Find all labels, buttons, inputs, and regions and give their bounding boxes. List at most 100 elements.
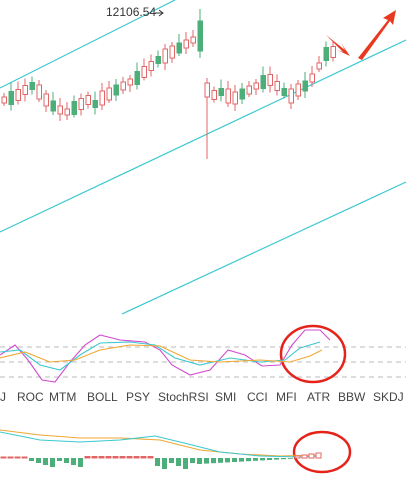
indicator-tab[interactable]: MFI (276, 390, 297, 404)
indicator-tabs: J ROC MTM BOLL PSY StochRSI SMI CCI MFI ATR BBW SKD… (0, 390, 404, 404)
candle-body (246, 85, 252, 95)
candle-body (316, 62, 322, 70)
candle-body (253, 82, 259, 90)
red-arrow (358, 10, 396, 60)
candle-body (295, 83, 301, 97)
indicator-tab[interactable]: StochRSI (158, 390, 209, 404)
histogram-bar (98, 456, 105, 459)
histogram-bar (112, 456, 119, 459)
candle-body (330, 46, 336, 58)
histogram-bar (57, 458, 62, 461)
histogram-bar (21, 456, 28, 459)
candle-body (302, 80, 308, 92)
candle-body (239, 88, 245, 100)
indicator-line (0, 429, 321, 457)
highlight-circle (279, 324, 347, 384)
histogram-bar (84, 456, 91, 459)
candle-body (22, 85, 28, 95)
price-label: 12106.54 (106, 5, 156, 19)
histogram-bar (91, 456, 98, 459)
histogram-bar (126, 456, 133, 459)
candle-body (267, 74, 273, 86)
histogram-bar (105, 456, 112, 459)
indicator-tab[interactable]: MTM (49, 390, 76, 404)
histogram-bar (140, 456, 147, 459)
histogram-bar (78, 458, 83, 467)
histogram-bar (253, 458, 258, 461)
candle-body (260, 75, 266, 89)
candle-body (281, 88, 287, 96)
candle-body (15, 89, 21, 101)
histogram-bar (211, 458, 216, 464)
candle-body (71, 101, 77, 115)
candle-body (99, 90, 105, 106)
candle-body (141, 66, 147, 78)
candle-body (1, 96, 7, 104)
candle-body (197, 20, 203, 52)
indicator-line (0, 329, 331, 383)
candle-body (8, 91, 14, 105)
histogram-bar (43, 458, 48, 465)
histogram-bar (71, 458, 76, 465)
main-chart: 12106.54 (0, 0, 406, 315)
candle-body (274, 81, 280, 91)
candle-body (183, 39, 189, 49)
candle-body (218, 88, 224, 96)
candle-body (176, 42, 182, 54)
histogram-bar (225, 458, 230, 463)
channel-line (121, 181, 406, 315)
candle-body (92, 100, 98, 108)
histogram-bar (183, 458, 188, 469)
indicator-tab[interactable]: SMI (215, 390, 236, 404)
candle-body (288, 88, 294, 104)
histogram-bar (267, 458, 272, 460)
candle-body (85, 95, 91, 105)
candle-body (225, 88, 231, 104)
histogram-bar (169, 458, 174, 463)
candle-body (43, 93, 49, 107)
histogram-bar (119, 456, 126, 459)
histogram-bar (190, 458, 195, 463)
candle-body (309, 73, 315, 83)
histogram-bar (288, 458, 293, 459)
candle-body (120, 81, 126, 91)
channel-line (0, 39, 406, 233)
indicator-tab[interactable]: J (0, 390, 6, 404)
histogram-bar (218, 458, 223, 463)
indicator-tab[interactable]: ROC (17, 390, 44, 404)
indicator-tab[interactable]: SKDJ (373, 390, 404, 404)
histogram-bar (301, 454, 308, 459)
sub-panel (0, 429, 352, 474)
candle-body (36, 84, 42, 100)
indicator-tab[interactable]: PSY (126, 390, 150, 404)
histogram-bar (315, 452, 322, 459)
price-arrow (158, 9, 164, 17)
histogram-bar (155, 458, 160, 466)
indicator-line (0, 344, 323, 363)
histogram-bar (29, 458, 34, 461)
candle-body (155, 56, 161, 64)
candle-body (57, 105, 63, 115)
histogram-bar (274, 458, 279, 460)
histogram-bar (50, 458, 55, 467)
histogram-bar (308, 453, 315, 459)
indicator-tab[interactable]: BBW (338, 390, 366, 404)
candle-body (106, 87, 112, 101)
histogram-bar (246, 458, 251, 462)
histogram-bar (281, 458, 286, 460)
indicator-tab[interactable]: ATR (307, 390, 330, 404)
indicator-tab[interactable]: BOLL (87, 390, 118, 404)
candle-body (134, 71, 140, 85)
indicator-tab[interactable]: CCI (247, 390, 268, 404)
highlight-circle (292, 430, 352, 474)
candle-body (169, 45, 175, 59)
histogram-bar (7, 456, 14, 459)
histogram-bar (133, 456, 140, 459)
candle-body (211, 90, 217, 100)
candle-body (29, 82, 35, 90)
candle-body (323, 47, 329, 61)
histogram-bar (14, 456, 21, 459)
candle-body (190, 36, 196, 44)
